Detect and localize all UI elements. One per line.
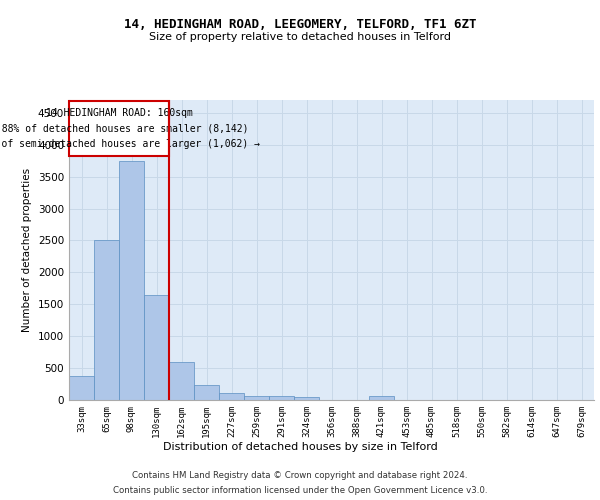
Y-axis label: Number of detached properties: Number of detached properties — [22, 168, 32, 332]
Bar — [69, 102, 169, 156]
Bar — [244, 396, 269, 400]
Text: 14, HEDINGHAM ROAD, LEEGOMERY, TELFORD, TF1 6ZT: 14, HEDINGHAM ROAD, LEEGOMERY, TELFORD, … — [124, 18, 476, 30]
Text: ← 88% of detached houses are smaller (8,142): ← 88% of detached houses are smaller (8,… — [0, 124, 248, 134]
Bar — [94, 240, 119, 400]
Bar — [269, 396, 294, 400]
Text: 12% of semi-detached houses are larger (1,062) →: 12% of semi-detached houses are larger (… — [0, 139, 260, 149]
Bar — [369, 396, 394, 400]
Bar — [294, 397, 319, 400]
Bar — [169, 362, 194, 400]
Text: Contains public sector information licensed under the Open Government Licence v3: Contains public sector information licen… — [113, 486, 487, 495]
Text: Distribution of detached houses by size in Telford: Distribution of detached houses by size … — [163, 442, 437, 452]
Bar — [119, 160, 144, 400]
Text: Contains HM Land Registry data © Crown copyright and database right 2024.: Contains HM Land Registry data © Crown c… — [132, 471, 468, 480]
Bar — [69, 376, 94, 400]
Bar — [194, 386, 219, 400]
Bar — [144, 294, 169, 400]
Bar — [219, 394, 244, 400]
Text: 14 HEDINGHAM ROAD: 160sqm: 14 HEDINGHAM ROAD: 160sqm — [46, 108, 193, 118]
Text: Size of property relative to detached houses in Telford: Size of property relative to detached ho… — [149, 32, 451, 42]
